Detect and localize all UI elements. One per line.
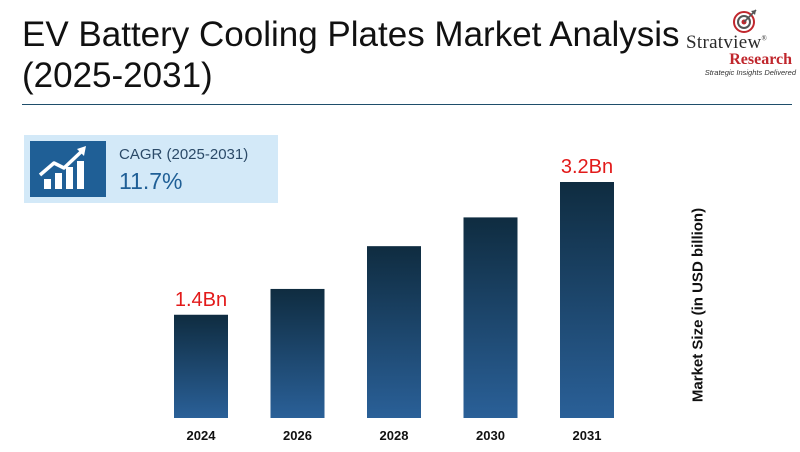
cagr-card: CAGR (2025-2031) 11.7% [24,135,278,203]
x-tick-label: 2024 [187,428,217,443]
x-tick-label: 2031 [573,428,602,443]
logo-tagline: Strategic Insights Delivered [704,68,796,77]
title-divider [22,104,792,105]
y-axis-label: Market Size (in USD billion) [689,207,707,403]
logo-name: Stratview® [686,32,767,54]
bar-series: 2024 1.4Bn 2026 2028 2030 2031 3.2Bn [174,156,614,443]
bar-2026 [270,288,325,418]
bar-2024 [174,314,228,418]
registered-mark: ® [761,34,768,43]
target-icon [733,9,757,33]
bar-2030 [463,217,518,418]
growth-chart-icon [30,141,106,197]
stratview-logo: Stratview® Research Strategic Insights D… [684,4,798,80]
bar-2028 [367,246,421,418]
x-tick-label: 2030 [476,428,505,443]
logo-name-text: Stratview [686,32,762,53]
cagr-label: CAGR (2025-2031) [119,146,249,163]
x-tick-label: 2028 [380,428,409,443]
data-label: 3.2Bn [561,156,613,178]
logo-subname: Research [729,51,792,68]
cagr-value: 11.7% [119,168,183,194]
bar-2031 [560,182,614,418]
data-label: 1.4Bn [175,289,227,311]
x-tick-label: 2026 [283,428,312,443]
page-title: EV Battery Cooling Plates Market Analysi… [22,15,680,95]
